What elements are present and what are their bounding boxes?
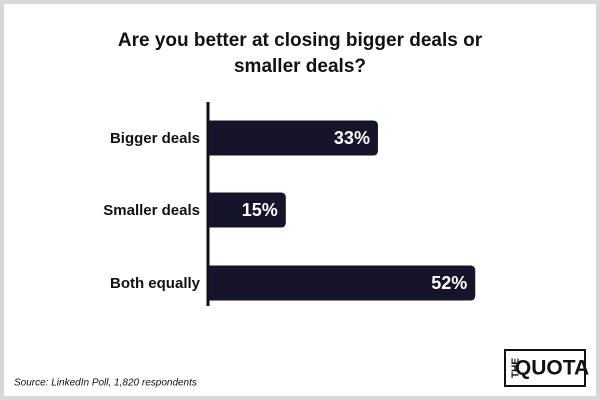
value-label: 15%	[242, 200, 278, 220]
value-label: 52%	[431, 273, 467, 293]
chart-title: Are you better at closing bigger deals o…	[117, 30, 483, 77]
category-label: Smaller deals	[103, 202, 200, 219]
logo-main: QUOTA	[515, 357, 589, 380]
source: Source: LinkedIn Poll, 1,820 respondents	[14, 378, 197, 389]
value-label: 33%	[334, 128, 370, 148]
bar	[209, 192, 286, 228]
category-label: Both equally	[110, 275, 201, 292]
logo-box	[504, 349, 586, 387]
bar	[209, 265, 476, 301]
category-label: Bigger deals	[110, 130, 200, 147]
logo-top: THE	[511, 358, 522, 378]
bar	[209, 120, 378, 156]
